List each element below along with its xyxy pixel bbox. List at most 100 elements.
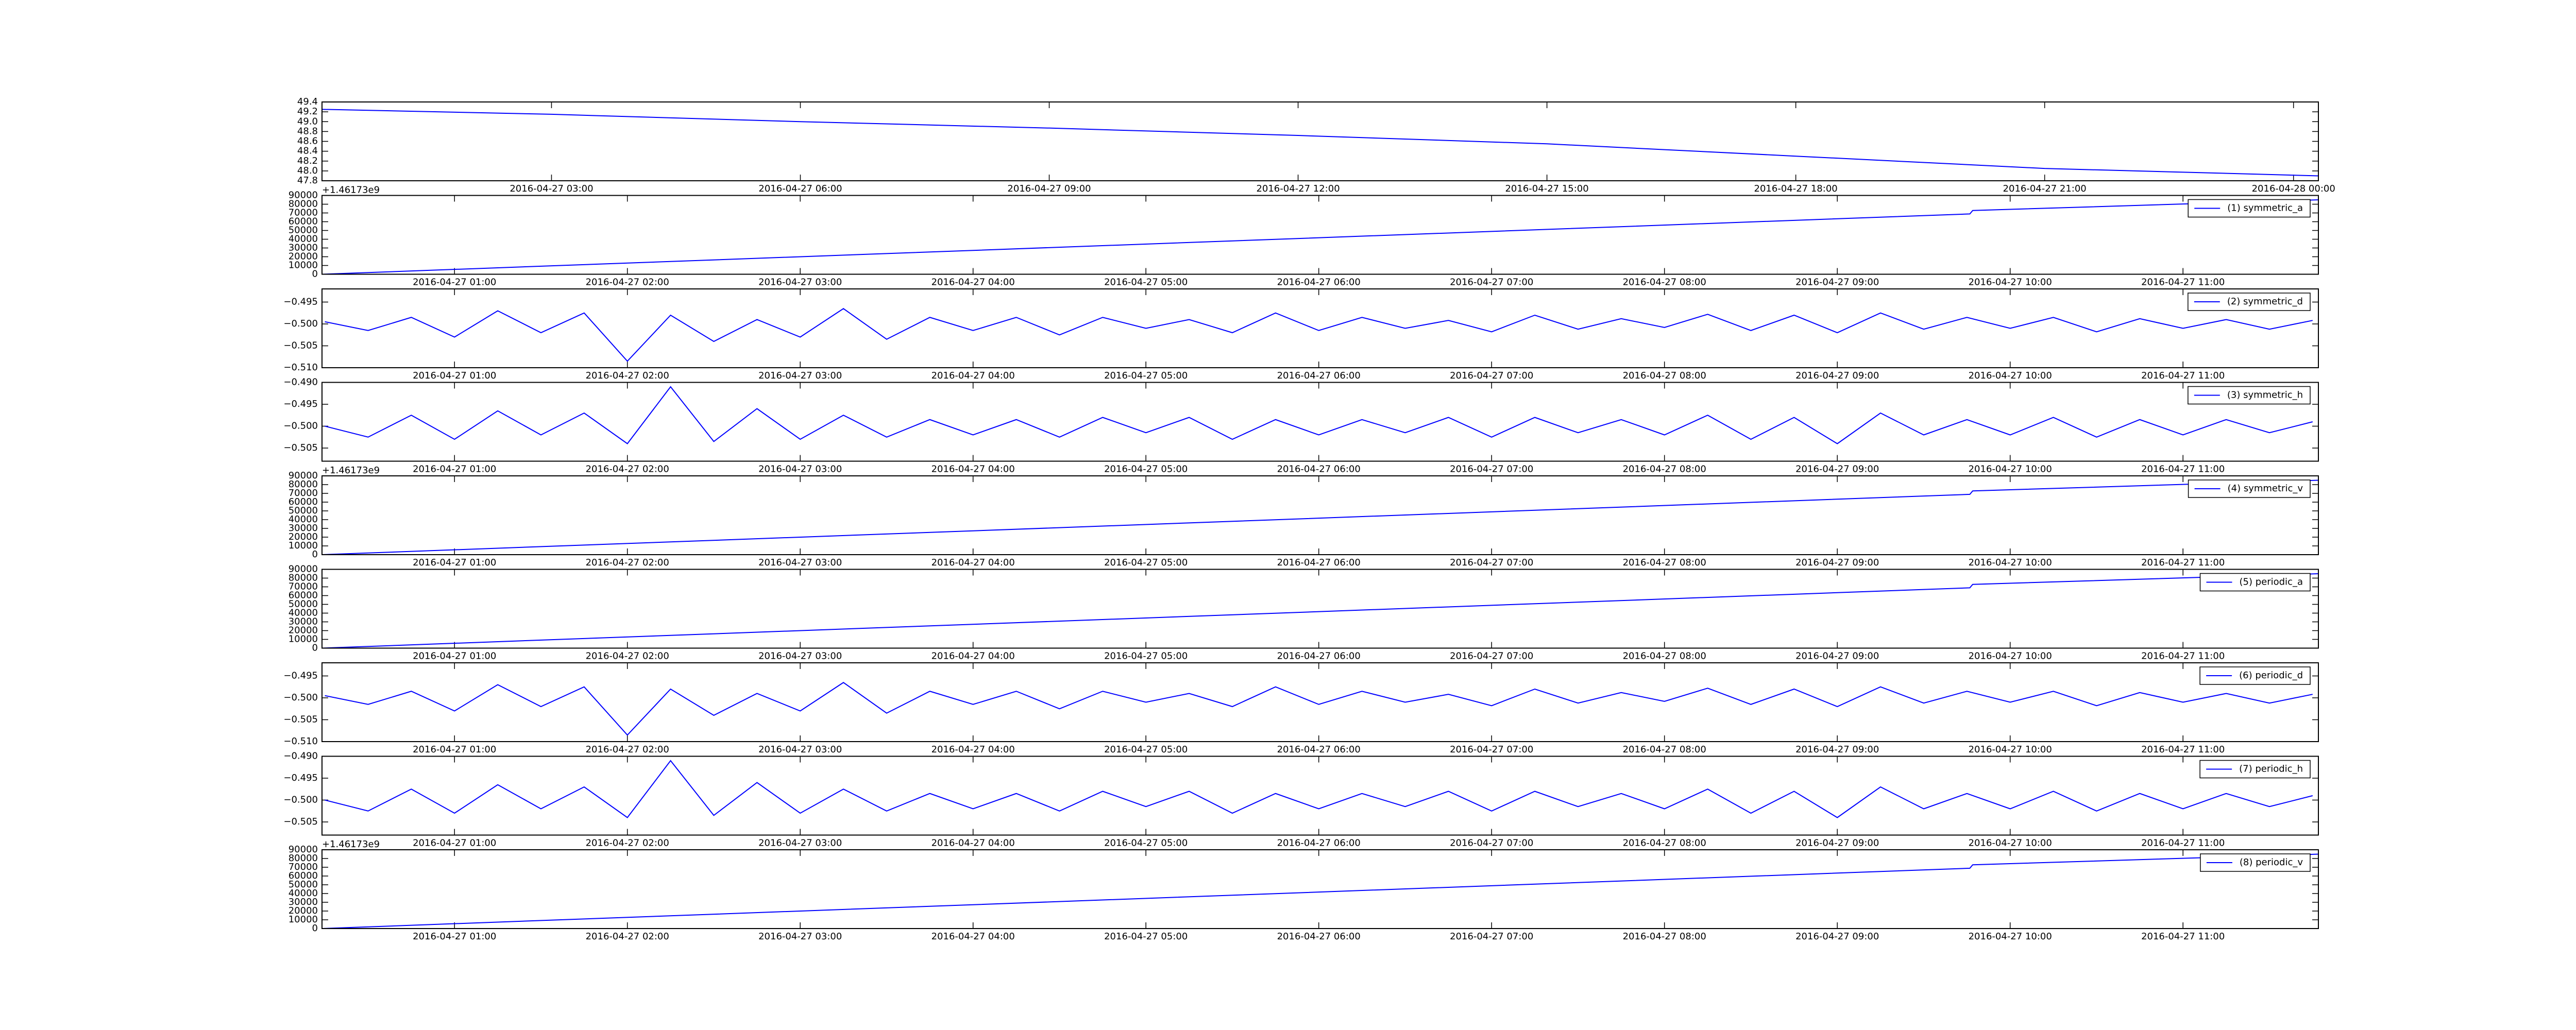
subplot: 0100002000030000400005000060000700008000…	[289, 564, 2319, 662]
x-tick-label: 2016-04-27 01:00	[413, 557, 496, 568]
y-tick-label: 0	[312, 549, 318, 560]
legend-label: (2) symmetric_d	[2227, 296, 2303, 307]
x-tick-label: 2016-04-27 08:00	[1623, 464, 1706, 475]
subplot: 47.848.048.248.448.648.849.049.249.4 2016…	[297, 96, 2335, 194]
x-tick-label: 2016-04-27 08:00	[1623, 370, 1706, 381]
axes-frame	[321, 662, 2319, 742]
x-tick-label: 2016-04-27 01:00	[413, 838, 496, 849]
y-tick-label: 48.4	[297, 146, 318, 157]
y-tick-label: 48.6	[297, 136, 318, 147]
x-tick-label: 2016-04-27 08:00	[1623, 651, 1706, 662]
x-tick-label: 2016-04-27 06:00	[1277, 744, 1361, 755]
x-tick-label: 2016-04-27 11:00	[2141, 277, 2225, 288]
y-tick-label: 60000	[289, 590, 318, 601]
x-tick-label: 2016-04-27 05:00	[1104, 651, 1188, 662]
y-tick-label: 70000	[289, 208, 318, 218]
y-tick-label: 90000	[289, 190, 318, 201]
y-tick-label: 10000	[289, 634, 318, 645]
x-tick-label: 2016-04-27 02:00	[586, 464, 669, 475]
x-tick-label: 2016-04-27 06:00	[1277, 370, 1361, 381]
x-tick-label: 2016-04-27 10:00	[1969, 744, 2052, 755]
x-tick-label: 2016-04-27 09:00	[1795, 557, 1879, 568]
y-tick-label: 49.2	[297, 106, 318, 117]
x-tick-label: 2016-04-27 03:00	[758, 744, 842, 755]
x-tick-label: 2016-04-27 03:00	[758, 931, 842, 942]
legend: (4) symmetric_v	[2188, 479, 2311, 498]
data-line	[325, 308, 2313, 362]
y-tick-label: 50000	[289, 879, 318, 890]
y-tick-label: 10000	[289, 914, 318, 925]
y-tick-label: 49.0	[297, 116, 318, 127]
y-tick-label: −0.500	[283, 692, 318, 703]
y-tick-label: 60000	[289, 870, 318, 881]
axes-frame	[321, 756, 2319, 836]
x-tick-label: 2016-04-27 02:00	[586, 277, 669, 288]
x-tick-label: 2016-04-27 07:00	[1450, 557, 1533, 568]
y-tick-label: −0.510	[283, 736, 318, 747]
legend-label: (5) periodic_a	[2240, 577, 2303, 588]
y-tick-label: 48.0	[297, 165, 318, 176]
subplot: −0.505 −0.500 −0.495 −0.490 2016-04-27 01:00…	[283, 751, 2319, 849]
x-tick-label: 2016-04-27 01:00	[413, 464, 496, 475]
y-tick-label: 30000	[289, 897, 318, 907]
x-tick-label: 2016-04-27 07:00	[1450, 370, 1533, 381]
x-tick-label: 2016-04-27 11:00	[2141, 931, 2225, 942]
x-tick-label: 2016-04-27 10:00	[1969, 651, 2052, 662]
y-tick-label: 0	[312, 643, 318, 654]
x-tick-label: 2016-04-27 06:00	[1277, 931, 1361, 942]
legend: (1) symmetric_a	[2188, 199, 2311, 218]
x-tick-label: 2016-04-27 18:00	[1754, 183, 1838, 194]
y-tick-label: −0.500	[283, 318, 318, 329]
x-tick-label: 2016-04-27 09:00	[1007, 183, 1091, 194]
x-tick-label: 2016-04-27 02:00	[586, 744, 669, 755]
x-tick-label: 2016-04-27 09:00	[1795, 838, 1879, 849]
subplot: 0100002000030000400005000060000700008000…	[289, 465, 2319, 568]
x-tick-label: 2016-04-27 11:00	[2141, 370, 2225, 381]
y-tick-label: 30000	[289, 616, 318, 627]
x-tick-label: 2016-04-27 07:00	[1450, 744, 1533, 755]
y-offset-label: +1.46173e9	[322, 465, 380, 476]
y-tick-label: −0.505	[283, 714, 318, 725]
legend-label: (8) periodic_v	[2240, 857, 2303, 868]
data-line	[325, 682, 2313, 736]
x-tick-label: 2016-04-27 11:00	[2141, 464, 2225, 475]
y-tick-label: 0	[312, 269, 318, 280]
y-tick-label: 80000	[289, 853, 318, 864]
x-tick-label: 2016-04-27 02:00	[586, 931, 669, 942]
y-tick-label: 40000	[289, 234, 318, 245]
x-tick-label: 2016-04-27 03:00	[758, 838, 842, 849]
subplot: −0.510 −0.505 −0.500 −0.495 2016-04-27 01:00…	[283, 662, 2319, 755]
x-tick-label: 2016-04-27 06:00	[758, 183, 842, 194]
x-tick-label: 2016-04-27 01:00	[413, 931, 496, 942]
axes-frame	[321, 849, 2319, 929]
y-tick-label: 70000	[289, 862, 318, 872]
axes-frame	[321, 101, 2319, 181]
x-tick-label: 2016-04-27 08:00	[1623, 744, 1706, 755]
x-tick-label: 2016-04-27 04:00	[931, 744, 1015, 755]
y-tick-label: 20000	[289, 531, 318, 542]
data-line	[322, 199, 2318, 274]
legend-label: (7) periodic_h	[2239, 764, 2303, 775]
x-tick-label: 2016-04-27 05:00	[1104, 744, 1188, 755]
x-tick-label: 2016-04-27 01:00	[413, 370, 496, 381]
axes-frame	[321, 569, 2319, 649]
data-line	[325, 760, 2313, 818]
x-tick-label: 2016-04-27 06:00	[1277, 651, 1361, 662]
x-tick-label: 2016-04-27 07:00	[1450, 277, 1533, 288]
x-tick-label: 2016-04-27 11:00	[2141, 744, 2225, 755]
x-tick-label: 2016-04-27 08:00	[1623, 277, 1706, 288]
y-tick-label: −0.505	[283, 816, 318, 827]
y-tick-label: −0.490	[283, 377, 318, 388]
data-line	[325, 386, 2313, 444]
y-tick-label: −0.505	[283, 442, 318, 453]
y-tick-label: 90000	[289, 844, 318, 855]
x-tick-label: 2016-04-27 10:00	[1969, 838, 2052, 849]
x-tick-label: 2016-04-27 04:00	[931, 651, 1015, 662]
x-tick-label: 2016-04-27 10:00	[1969, 370, 2052, 381]
y-tick-label: 90000	[289, 564, 318, 575]
y-tick-label: 10000	[289, 260, 318, 271]
x-tick-label: 2016-04-27 01:00	[413, 651, 496, 662]
legend: (2) symmetric_d	[2188, 293, 2311, 311]
x-tick-label: 2016-04-27 10:00	[1969, 277, 2052, 288]
x-tick-label: 2016-04-27 08:00	[1623, 557, 1706, 568]
